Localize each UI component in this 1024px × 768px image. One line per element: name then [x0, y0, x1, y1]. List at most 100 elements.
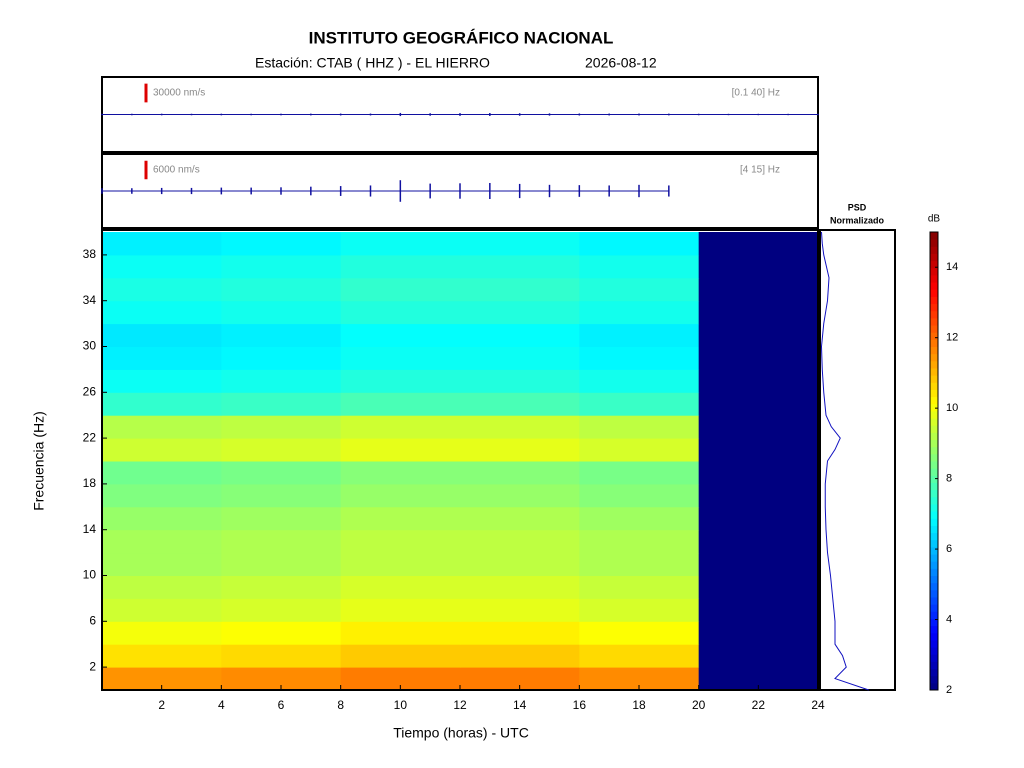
colorbar-step	[930, 325, 938, 333]
colorbar-step	[930, 246, 938, 254]
y-tick-label: 34	[83, 293, 97, 307]
spectrogram-cell	[460, 483, 580, 508]
x-tick-label: 2	[158, 698, 165, 712]
spectrogram-cell	[698, 529, 819, 554]
spectrogram-cell	[460, 300, 580, 325]
spectrogram-cell	[698, 232, 819, 256]
colorbar-step	[930, 403, 938, 412]
colorbar-step	[930, 568, 938, 576]
x-tick-label: 16	[573, 698, 587, 712]
spectrogram-cell	[579, 254, 700, 279]
spectrogram-cell	[340, 621, 461, 645]
band-label: [4 15] Hz	[740, 165, 780, 176]
spectrogram-cell	[340, 506, 461, 531]
y-tick-label: 10	[83, 568, 97, 582]
spectrogram-cell	[340, 323, 461, 347]
colorbar-step	[930, 303, 938, 312]
spectrogram-cell	[698, 346, 819, 370]
spectrogram-cell	[460, 254, 580, 279]
y-tick-label: 38	[83, 247, 97, 261]
colorbar-step	[930, 482, 938, 491]
colorbar-step	[930, 439, 938, 448]
spectrogram-cell	[460, 529, 580, 554]
spectrogram-cell	[102, 369, 222, 393]
spectrogram-cell	[579, 461, 700, 485]
spectrogram-cell	[102, 667, 222, 691]
scale-label: 30000 nm/s	[153, 88, 205, 99]
spectrogram-cell	[698, 323, 819, 347]
spectrogram-cell	[579, 323, 700, 347]
spectrogram-cell	[698, 644, 819, 668]
colorbar-step	[930, 639, 938, 648]
spectrogram-cell	[579, 300, 700, 325]
colorbar-step	[930, 332, 938, 340]
spectrogram-cell	[102, 483, 222, 508]
colorbar-step	[930, 611, 938, 619]
colorbar-step	[930, 625, 938, 634]
spectrogram-cell	[460, 598, 580, 622]
spectrogram-cell	[460, 277, 580, 302]
colorbar-step	[930, 396, 938, 405]
psd-title: Normalizado	[830, 215, 885, 225]
spectrogram-cell	[460, 552, 580, 576]
colorbar-step	[930, 518, 938, 526]
colorbar-step	[930, 532, 938, 541]
spectrogram-cell	[221, 369, 342, 393]
y-tick-label: 30	[83, 339, 97, 353]
x-tick-label: 14	[513, 698, 527, 712]
spectrogram-cell	[698, 369, 819, 393]
spectrogram-cell	[460, 644, 580, 668]
spectrogram-cell	[221, 506, 342, 531]
colorbar-frame	[929, 231, 939, 691]
colorbar-step	[930, 360, 938, 369]
colorbar-step	[930, 317, 938, 326]
colorbar-step	[930, 468, 938, 476]
spectrogram-cell	[102, 346, 222, 370]
spectrogram-cell	[579, 575, 700, 599]
spectrogram-cell	[579, 506, 700, 531]
colorbar-tick-label: 10	[946, 402, 958, 414]
band-label: [0.1 40] Hz	[732, 88, 780, 99]
colorbar-step	[930, 503, 938, 512]
spectrogram-cell	[102, 415, 222, 439]
colorbar-tick-label: 2	[946, 684, 952, 696]
colorbar-tick-label: 14	[946, 261, 958, 273]
spectrogram-cell	[460, 232, 580, 256]
spectrogram-cell	[102, 392, 222, 416]
x-tick-label: 20	[692, 698, 706, 712]
spectrogram-cell	[460, 323, 580, 347]
colorbar-step	[930, 554, 938, 562]
spectrogram-cell	[698, 506, 819, 531]
spectrogram-cell	[221, 277, 342, 302]
spectrogram-cell	[698, 300, 819, 325]
spectrogram-cell	[340, 346, 461, 370]
spectrogram-cell	[340, 667, 461, 691]
x-tick-label: 18	[632, 698, 646, 712]
colorbar-step	[930, 661, 938, 670]
spectrogram-cell	[698, 483, 819, 508]
spectrogram-cell	[460, 369, 580, 393]
x-tick-label: 4	[218, 698, 225, 712]
spectrogram-cell	[460, 415, 580, 439]
spectrogram-cell	[102, 529, 222, 554]
colorbar-step	[930, 282, 938, 290]
spectrogram-cell	[460, 575, 580, 599]
spectrogram-cell	[221, 483, 342, 508]
spectrogram-cell	[579, 346, 700, 370]
colorbar-step	[930, 647, 938, 655]
y-axis-label: Frecuencia (Hz)	[31, 411, 47, 511]
spectrogram-cell	[340, 598, 461, 622]
spectrogram-cell	[102, 506, 222, 531]
spectrogram-cell	[102, 461, 222, 485]
spectrogram-cell	[579, 483, 700, 508]
spectrogram-cell	[102, 277, 222, 302]
spectrogram-cell	[698, 415, 819, 439]
spectrogram-cell	[102, 621, 222, 645]
spectrogram-cell	[579, 415, 700, 439]
spectrogram-cell	[340, 552, 461, 576]
spectrogram-cell	[698, 621, 819, 645]
colorbar-step	[930, 525, 938, 534]
x-tick-label: 6	[278, 698, 285, 712]
colorbar-step	[930, 561, 938, 569]
